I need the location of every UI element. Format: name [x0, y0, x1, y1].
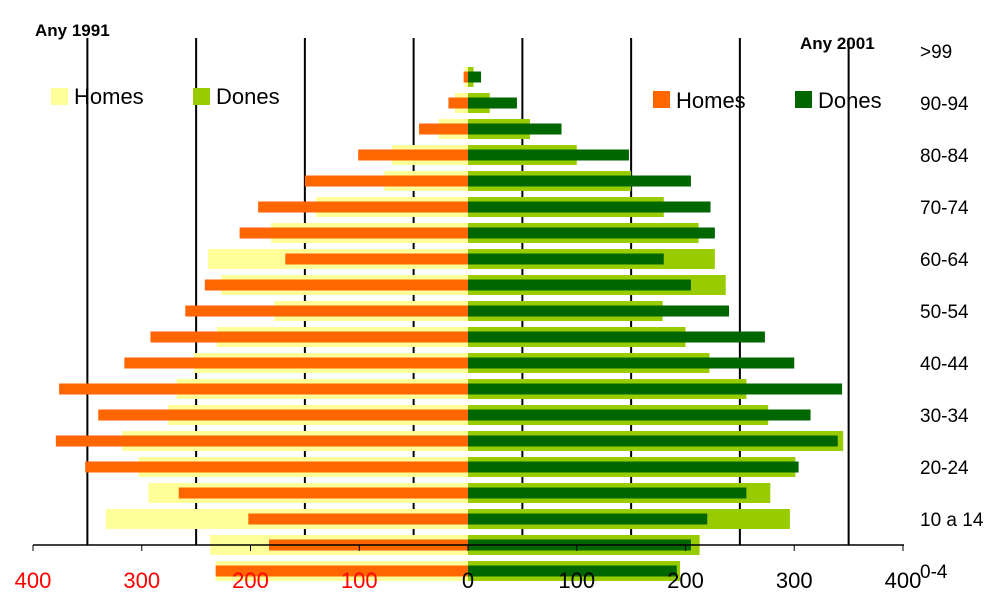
bar-dones-2001-70-74: [468, 201, 711, 213]
legend-left: Homes Dones: [51, 84, 280, 109]
bar-homes-2001-95-99: [463, 71, 468, 83]
age-label-60-64: 60-64: [920, 250, 969, 271]
x-tick-left-200: 200: [232, 568, 269, 591]
x-tick-right-400: 400: [885, 568, 922, 591]
bar-dones-2001-50-54: [468, 305, 729, 317]
bar-homes-2001-70-74: [258, 201, 468, 213]
bar-dones-2001-90-94: [468, 97, 517, 109]
bar-homes-2001-15-19: [178, 487, 468, 499]
age-label-40-44: 40-44: [920, 354, 969, 375]
bar-dones-2001-35-39: [468, 383, 843, 395]
legend-swatch-homes-2001: [653, 91, 670, 108]
bar-homes-2001-85-89: [419, 123, 468, 135]
legend-label-homes-1991: Homes: [74, 84, 144, 109]
age-label-10-a-14: 10 a 14: [920, 510, 984, 531]
legend-swatch-dones-2001: [795, 91, 812, 108]
bar-dones-2001-65-69: [468, 227, 715, 239]
bar-homes-2001-65-69: [239, 227, 468, 239]
legend-swatch-homes-1991: [51, 88, 68, 105]
bar-dones-2001-0-4: [468, 565, 677, 577]
bar-dones-2001-10-a-14: [468, 513, 708, 525]
bar-homes-2001-50-54: [185, 305, 468, 317]
legend-label-homes-2001: Homes: [676, 88, 746, 113]
x-tick-left-400: 400: [15, 568, 52, 591]
bar-homes-2001-35-39: [59, 383, 468, 395]
bar-dones-2001-55-59: [468, 279, 691, 291]
title-right: Any 2001: [800, 34, 875, 53]
age-label-80-84: 80-84: [920, 146, 969, 167]
legend-swatch-dones-1991: [193, 88, 210, 105]
bar-dones-2001-25-29: [468, 435, 838, 447]
bar-layer: [55, 67, 844, 581]
bar-homes-2001-90-94: [448, 97, 468, 109]
age-label->99: >99: [920, 42, 952, 63]
x-tick-right-200: 200: [667, 568, 704, 591]
bar-dones-2001-75-79: [468, 175, 691, 187]
age-label-0-4: 0-4: [920, 562, 948, 583]
age-label-50-54: 50-54: [920, 302, 969, 323]
age-label-30-34: 30-34: [920, 406, 969, 427]
age-label-70-74: 70-74: [920, 198, 969, 219]
bar-homes-2001-60-64: [285, 253, 468, 265]
bar-homes-2001-55-59: [204, 279, 468, 291]
x-tick-left-100: 100: [341, 568, 378, 591]
age-label-90-94: 90-94: [920, 94, 969, 115]
legend-right: Homes Dones: [653, 88, 882, 113]
bar-homes-2001-75-79: [304, 175, 468, 187]
tick-layer: 400 300 200 100 0 100 200 300 400: [15, 545, 922, 593]
legend-label-dones-2001: Dones: [818, 88, 882, 113]
bar-dones-2001-45-49: [468, 331, 765, 343]
x-tick-right-300: 300: [776, 568, 813, 591]
x-tick-right-100: 100: [558, 568, 595, 591]
x-tick-right-0: 0: [462, 568, 474, 591]
bar-homes-2001-10-a-14: [248, 513, 468, 525]
bar-homes-2001-0-4: [215, 565, 468, 577]
bar-homes-2001-25-29: [55, 435, 469, 447]
bar-dones-2001-40-44: [468, 357, 795, 369]
bar-homes-2001-80-84: [358, 149, 468, 161]
bar-dones-2001-15-19: [468, 487, 747, 499]
age-layer: 0-4 10 a 14 20-24 30-34 40-44 50-54 60-64 70-74…: [920, 42, 984, 583]
title-left: Any 1991: [35, 21, 110, 40]
bar-homes-2001-30-34: [98, 409, 468, 421]
legend-label-dones-1991: Dones: [216, 84, 280, 109]
bar-homes-2001-20-24: [85, 461, 468, 473]
bar-dones-2001-85-89: [468, 123, 562, 135]
bar-homes-2001-40-44: [124, 357, 468, 369]
x-tick-left-300: 300: [123, 568, 160, 591]
bar-dones-2001-20-24: [468, 461, 799, 473]
bar-dones-2001-95-99: [468, 71, 482, 83]
age-label-20-24: 20-24: [920, 458, 969, 479]
bar-dones-2001-80-84: [468, 149, 629, 161]
bar-homes-2001-45-49: [150, 331, 468, 343]
bar-dones-2001-60-64: [468, 253, 664, 265]
bar-dones-2001-30-34: [468, 409, 811, 421]
